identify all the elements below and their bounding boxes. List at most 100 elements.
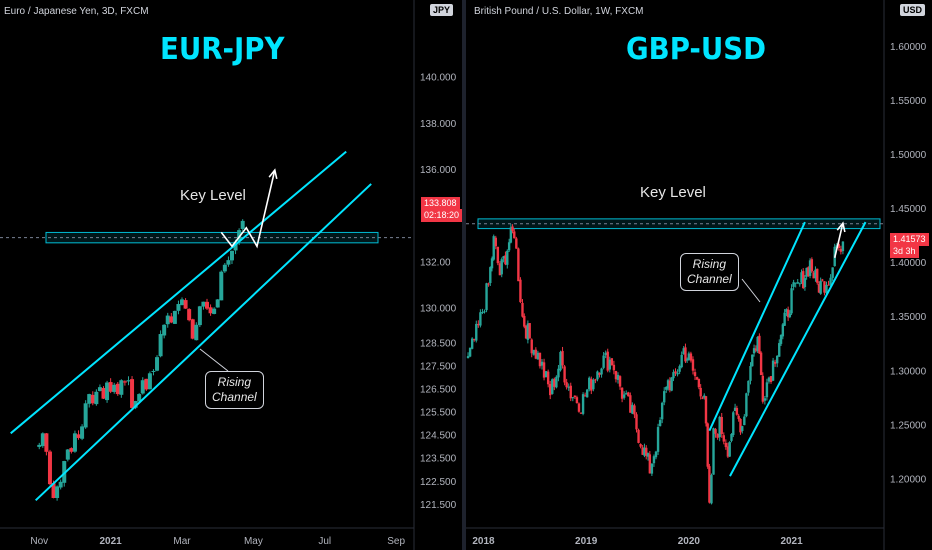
- candle-body: [229, 250, 234, 261]
- candle-body: [672, 372, 675, 379]
- candle-body: [743, 416, 746, 426]
- gbpusd-callout-line-2: Channel: [687, 272, 732, 286]
- candle-body: [747, 380, 750, 393]
- x-tick-label: 2021: [100, 536, 123, 547]
- candle-body: [620, 387, 624, 399]
- candle-body: [119, 380, 124, 395]
- candle-body: [788, 313, 792, 318]
- eurjpy-rising-channel-callout: Rising Channel: [205, 371, 264, 409]
- candle-body: [758, 335, 761, 354]
- candle-body: [140, 380, 145, 394]
- candle-body: [481, 312, 484, 314]
- projection-arrowhead: [268, 168, 278, 180]
- y-tick-label: 1.25000: [890, 420, 927, 431]
- candle-body: [763, 398, 767, 401]
- channel-upper-line: [10, 150, 347, 435]
- candle-body: [708, 466, 711, 503]
- candle-body: [737, 415, 740, 420]
- candle-body: [790, 288, 793, 314]
- candle-body: [786, 309, 790, 318]
- candle-body: [759, 352, 763, 376]
- candle-body: [678, 366, 681, 372]
- candle-body: [219, 271, 224, 301]
- candle-body: [718, 416, 721, 438]
- candle-body: [509, 227, 513, 243]
- callout-pointer-line: [199, 348, 229, 372]
- candle-body: [559, 351, 562, 371]
- y-tick-label: 138.000: [420, 119, 457, 130]
- candle-body: [115, 383, 120, 395]
- eurjpy-key-level-label: Key Level: [180, 187, 246, 204]
- gbpusd-chart-canvas[interactable]: 1.60000 1.55000 1.50000 1.45000 1.40000 1.350…: [466, 0, 932, 550]
- y-tick-label: 123.500: [420, 454, 457, 465]
- x-tick-label: Jul: [318, 536, 331, 547]
- candle-body: [504, 255, 507, 265]
- candle-body: [542, 362, 546, 378]
- candle-body: [94, 391, 99, 405]
- y-tick-label: 126.500: [420, 384, 457, 395]
- candle-body: [779, 334, 783, 344]
- candle-body: [585, 389, 589, 398]
- candle-body: [468, 347, 472, 357]
- candle-body: [546, 371, 550, 385]
- panel-divider[interactable]: [462, 0, 466, 550]
- callout-pointer-line: [741, 278, 761, 303]
- eurjpy-chart-panel[interactable]: 140.000 138.000 136.000 132.00 130.000 128.50…: [0, 0, 462, 550]
- projection-arrowhead: [836, 221, 846, 233]
- candle-body: [645, 447, 648, 456]
- candle-body: [608, 359, 611, 370]
- candle-body: [155, 357, 160, 371]
- candle-body: [745, 393, 748, 417]
- eurjpy-chart-canvas[interactable]: 140.000 138.000 136.000 132.00 130.000 128.50…: [0, 0, 462, 550]
- candle-body: [557, 368, 560, 378]
- y-tick-label: 1.60000: [890, 42, 927, 53]
- channel-lower-line: [35, 183, 372, 502]
- candle-body: [577, 403, 581, 412]
- x-tick-label: 2021: [780, 536, 803, 547]
- candle-body: [616, 374, 620, 380]
- y-tick-label: 1.35000: [890, 312, 927, 323]
- y-tick-label: 1.40000: [890, 258, 927, 269]
- candle-body: [573, 395, 577, 398]
- y-tick-label: 1.30000: [890, 366, 927, 377]
- gbpusd-rising-channel-callout: Rising Channel: [680, 253, 739, 291]
- candle-body: [704, 396, 708, 424]
- y-tick-label: 125.500: [420, 408, 457, 419]
- candle-body: [756, 336, 759, 352]
- candle-body: [685, 359, 689, 361]
- candle-body: [137, 394, 142, 402]
- candle-body: [631, 404, 634, 414]
- y-tick-label: 1.50000: [890, 150, 927, 161]
- candle-body: [637, 429, 640, 443]
- y-tick-label: 124.500: [420, 431, 457, 442]
- candle-body: [511, 226, 514, 231]
- candle-body: [654, 451, 658, 458]
- candle-body: [639, 444, 642, 447]
- candle-body: [65, 449, 70, 460]
- candle-body: [665, 386, 668, 390]
- candle-body: [581, 394, 585, 414]
- y-tick-label: 127.500: [420, 361, 457, 372]
- candle-body: [205, 301, 209, 309]
- candle-body: [712, 428, 715, 475]
- gbpusd-title: GBP-USD: [626, 32, 767, 67]
- gbpusd-callout-line-1: Rising: [692, 257, 727, 271]
- candle-body: [697, 378, 701, 388]
- candle-body: [808, 260, 812, 276]
- candle-body: [817, 283, 821, 293]
- candle-body: [126, 380, 131, 382]
- candle-body: [506, 250, 509, 265]
- candle-body: [600, 368, 603, 375]
- candle-body: [714, 429, 717, 434]
- candle-body: [494, 237, 497, 247]
- candle-body: [596, 371, 599, 380]
- eurjpy-currency-badge[interactable]: JPY: [430, 4, 454, 16]
- candle-body: [513, 231, 516, 239]
- gbpusd-last-price-tag: 1.41573: [890, 233, 929, 246]
- candle-body: [76, 434, 81, 438]
- gbpusd-currency-badge[interactable]: USD: [900, 4, 926, 16]
- candle-body: [627, 392, 630, 397]
- candle-body: [771, 360, 775, 381]
- gbpusd-chart-panel[interactable]: 1.60000 1.55000 1.50000 1.45000 1.40000 1.350…: [466, 0, 932, 550]
- candle-body: [706, 423, 709, 467]
